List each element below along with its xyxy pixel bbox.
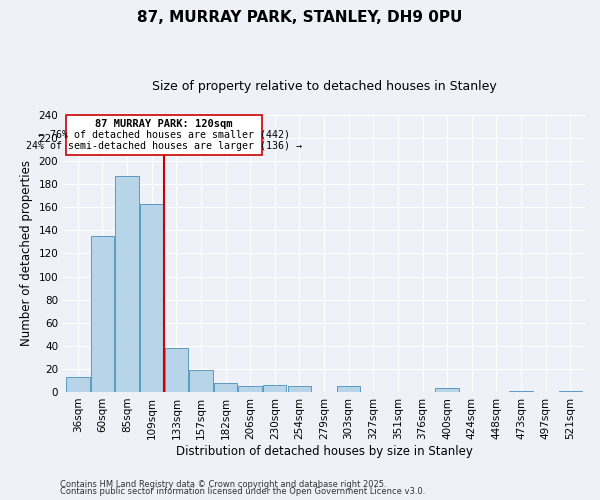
Bar	[509, 391, 533, 392]
Bar	[164, 348, 188, 392]
Bar	[337, 386, 361, 392]
X-axis label: Distribution of detached houses by size in Stanley: Distribution of detached houses by size …	[176, 444, 472, 458]
Bar	[91, 236, 114, 392]
Bar	[66, 377, 89, 392]
Bar	[263, 385, 286, 392]
Text: Contains HM Land Registry data © Crown copyright and database right 2025.: Contains HM Land Registry data © Crown c…	[60, 480, 386, 489]
Bar	[436, 388, 459, 392]
Bar	[115, 176, 139, 392]
Bar	[238, 386, 262, 392]
Bar	[559, 391, 582, 392]
Bar	[189, 370, 212, 392]
Text: 24% of semi-detached houses are larger (136) →: 24% of semi-detached houses are larger (…	[26, 141, 302, 151]
FancyBboxPatch shape	[65, 115, 262, 156]
Y-axis label: Number of detached properties: Number of detached properties	[20, 160, 33, 346]
Text: ← 76% of detached houses are smaller (442): ← 76% of detached houses are smaller (44…	[38, 130, 290, 140]
Text: Contains public sector information licensed under the Open Government Licence v3: Contains public sector information licen…	[60, 487, 425, 496]
Bar	[140, 204, 163, 392]
Bar	[288, 386, 311, 392]
Text: 87 MURRAY PARK: 120sqm: 87 MURRAY PARK: 120sqm	[95, 119, 233, 129]
Text: 87, MURRAY PARK, STANLEY, DH9 0PU: 87, MURRAY PARK, STANLEY, DH9 0PU	[137, 10, 463, 25]
Bar	[214, 382, 237, 392]
Title: Size of property relative to detached houses in Stanley: Size of property relative to detached ho…	[152, 80, 496, 93]
